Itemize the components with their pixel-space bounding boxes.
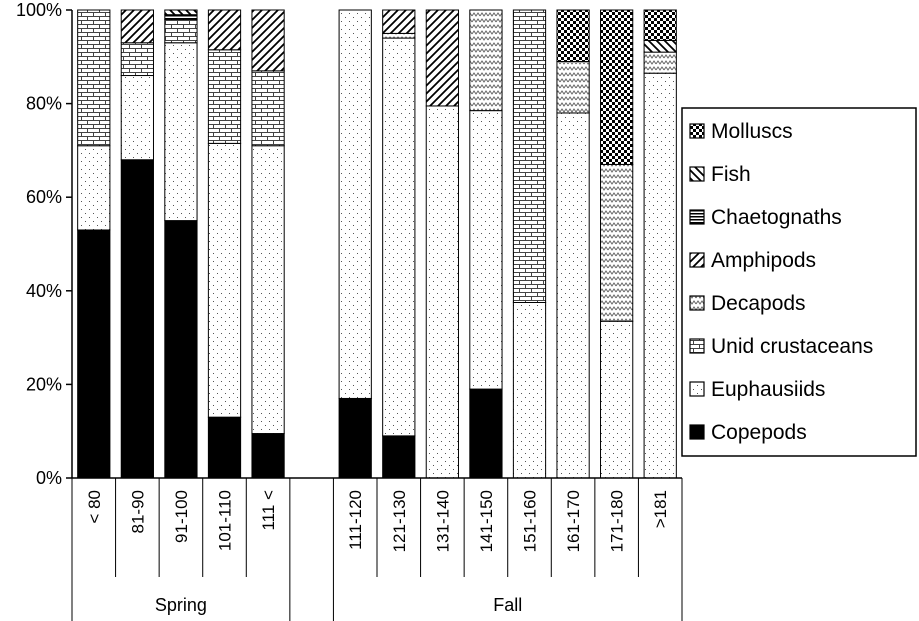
bar-segment-decapods xyxy=(469,9,503,112)
x-tick-label: >181 xyxy=(651,490,670,528)
bar-segment-copepods xyxy=(338,397,372,479)
bar-stack xyxy=(643,9,677,479)
y-tick-label: 60% xyxy=(26,187,62,207)
legend-swatch-chaetognaths xyxy=(689,209,705,225)
bar-segment-decapods xyxy=(382,32,416,39)
bar-stack xyxy=(382,9,416,479)
bar-segment-amphipods xyxy=(251,9,285,72)
x-tick-label: 101-110 xyxy=(216,490,235,551)
x-tick-label: 111-120 xyxy=(346,490,365,550)
x-tick-label: < 80 xyxy=(85,490,104,524)
bar-segment-chaetognaths xyxy=(164,14,198,20)
bar-stack xyxy=(469,9,503,479)
bar-segment-euphausiids xyxy=(469,110,503,390)
bar-stack xyxy=(251,9,285,479)
bar-segment-copepods xyxy=(251,433,285,479)
y-tick-label: 80% xyxy=(26,94,62,114)
bar-segment-molluscs xyxy=(600,9,634,165)
legend-label: Amphipods xyxy=(711,249,816,272)
bars xyxy=(77,9,677,479)
bar-segment-amphipods xyxy=(207,9,242,51)
x-tick-label: 131-140 xyxy=(433,490,452,552)
legend-label: Decapods xyxy=(711,292,806,315)
bar-segment-copepods xyxy=(469,388,503,479)
bar-segment-unid-crustaceans xyxy=(164,18,198,44)
x-tick-label: 121-130 xyxy=(390,490,409,552)
bar-segment-copepods xyxy=(120,159,154,479)
group-label: Fall xyxy=(493,595,522,615)
legend-label: Chaetognaths xyxy=(711,206,842,229)
bar-segment-decapods xyxy=(600,163,634,322)
legend-swatch-fish xyxy=(689,166,705,182)
bar-segment-decapods xyxy=(643,51,677,74)
bar-segment-euphausiids xyxy=(120,75,154,161)
bar-segment-molluscs xyxy=(643,9,677,41)
legend-label: Copepods xyxy=(711,421,807,444)
legend-label: Fish xyxy=(711,163,751,186)
bar-segment-copepods xyxy=(164,220,198,479)
legend-swatch-copepods xyxy=(689,424,705,440)
y-tick-label: 20% xyxy=(26,374,62,394)
x-tick-label: 81-90 xyxy=(128,490,147,533)
y-axis: 0% 20% 40% 60% 80% 100% xyxy=(16,0,73,488)
bar-segment-euphausiids xyxy=(512,302,547,479)
bar-segment-unid-crustaceans xyxy=(207,49,242,144)
bar-segment-amphipods xyxy=(120,9,154,44)
bar-segment-decapods xyxy=(556,60,590,114)
x-tick-label: 161-170 xyxy=(564,490,583,552)
x-tick-label: 111 < xyxy=(259,490,278,531)
x-axis: < 80 81-90 91-100 101-110 111 < 111-120 121-13… xyxy=(71,477,683,621)
bar-stack xyxy=(77,9,111,479)
bar-segment-euphausiids xyxy=(207,142,242,418)
bar-segment-unid-crustaceans xyxy=(251,70,285,147)
bar-stack xyxy=(556,9,590,479)
bar-stack xyxy=(425,9,459,479)
bar-segment-fish xyxy=(164,9,198,16)
bar-stack xyxy=(512,9,547,479)
bar-segment-euphausiids xyxy=(425,105,459,479)
bar-stack xyxy=(338,9,372,479)
legend-swatch-amphipods xyxy=(689,252,705,268)
bar-segment-copepods xyxy=(77,229,111,479)
legend-swatch-decapods xyxy=(689,295,705,311)
bar-segment-fish xyxy=(643,39,677,53)
bar-stack xyxy=(164,9,198,479)
group-label: Spring xyxy=(155,595,207,615)
bar-segment-unid-crustaceans xyxy=(120,42,154,77)
legend-box xyxy=(681,107,917,457)
bar-stack xyxy=(120,9,154,479)
bar-segment-euphausiids xyxy=(338,9,372,399)
bar-segment-euphausiids xyxy=(643,72,677,479)
bar-segment-unid-crustaceans xyxy=(512,9,547,303)
x-tick-label: 141-150 xyxy=(477,490,496,552)
y-tick-label: 40% xyxy=(26,281,62,301)
bar-segment-euphausiids xyxy=(556,112,590,479)
bar-segment-euphausiids xyxy=(382,37,416,437)
bar-segment-euphausiids xyxy=(164,42,198,222)
legend-swatch-unid-crustaceans xyxy=(689,338,705,354)
bar-segment-euphausiids xyxy=(251,145,285,435)
y-tick-label: 100% xyxy=(16,0,62,20)
bar-segment-copepods xyxy=(207,416,242,479)
bar-stack xyxy=(207,9,242,479)
legend-label: Unid crustaceans xyxy=(711,335,873,358)
x-tick-label: 151-160 xyxy=(521,490,540,552)
bar-segment-molluscs xyxy=(556,9,590,62)
legend-swatch-euphausiids xyxy=(689,381,705,397)
legend: Molluscs Fish Chaetognaths Amphipods Decapod… xyxy=(681,107,917,457)
legend-swatch-molluscs xyxy=(689,123,705,139)
x-tick-label: 171-180 xyxy=(608,490,627,552)
bar-segment-euphausiids xyxy=(77,145,111,231)
bar-segment-euphausiids xyxy=(600,320,634,479)
legend-label: Molluscs xyxy=(711,120,793,143)
bar-segment-amphipods xyxy=(425,9,459,107)
legend-label: Euphausiids xyxy=(711,378,825,401)
bar-segment-amphipods xyxy=(382,9,416,34)
bar-stack xyxy=(600,9,634,479)
x-tick-label: 91-100 xyxy=(172,490,191,543)
y-tick-label: 0% xyxy=(36,468,62,488)
bar-segment-unid-crustaceans xyxy=(77,9,111,147)
bar-segment-copepods xyxy=(382,435,416,479)
